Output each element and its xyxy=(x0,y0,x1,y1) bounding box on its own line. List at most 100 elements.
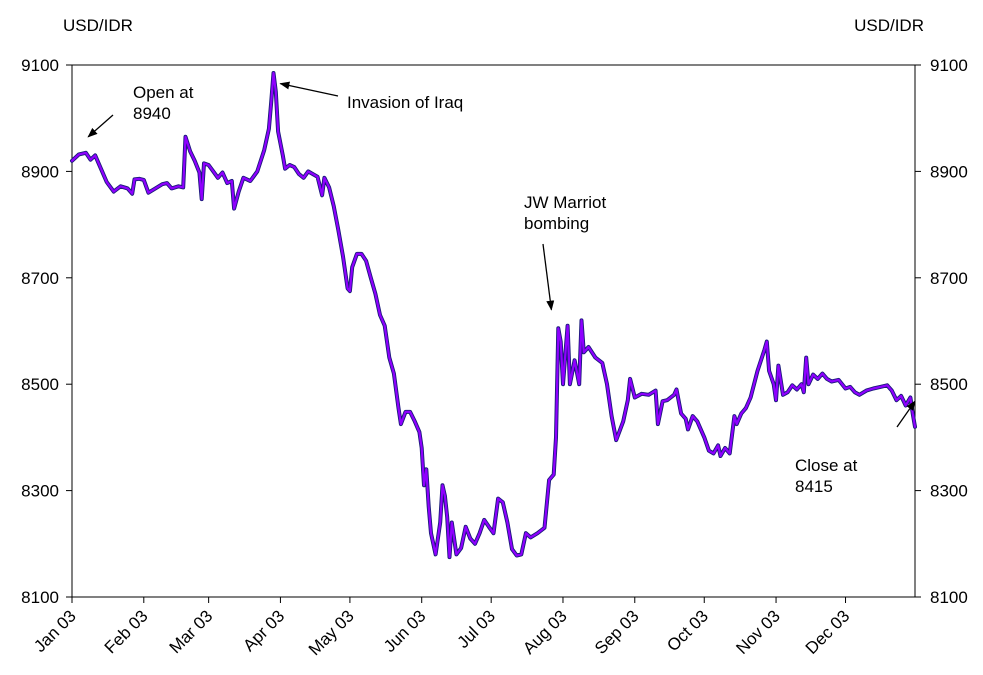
data-point xyxy=(905,404,907,407)
x-axis: Jan 03 Feb 03 Mar 03 Apr 03 May 03 Jun 03 Jul … xyxy=(30,597,853,659)
data-point xyxy=(356,253,358,255)
data-point xyxy=(423,484,425,486)
x-tick-label: Oct 03 xyxy=(663,606,712,655)
data-point xyxy=(384,325,386,327)
data-point xyxy=(782,394,784,396)
data-point xyxy=(627,399,629,401)
x-tick-label: Jul 03 xyxy=(453,606,499,652)
data-point xyxy=(629,378,631,380)
annotation-arrow xyxy=(896,400,916,428)
annotation-arrow xyxy=(87,114,114,138)
data-point xyxy=(78,153,80,155)
data-point xyxy=(736,423,738,425)
data-point xyxy=(161,183,163,185)
data-point xyxy=(622,420,624,422)
data-point xyxy=(94,154,96,156)
annotation-invasion: Invasion of Iraq xyxy=(279,81,463,112)
data-point xyxy=(404,411,407,413)
data-point xyxy=(444,495,446,497)
data-point xyxy=(657,423,659,425)
data-point xyxy=(89,159,92,161)
data-point xyxy=(71,160,73,162)
annotation-open: Open at 8940 xyxy=(87,83,194,138)
data-point xyxy=(263,149,265,151)
data-point xyxy=(194,160,196,162)
data-point xyxy=(844,387,847,390)
data-point xyxy=(914,426,916,428)
data-point xyxy=(277,130,279,133)
data-point xyxy=(719,455,722,457)
data-point xyxy=(198,171,200,174)
data-point xyxy=(312,173,314,175)
annotations: Open at 8940 Invasion of Iraq JW Marriot bom… xyxy=(87,81,916,496)
data-point xyxy=(578,383,580,385)
data-point xyxy=(675,388,678,391)
data-point xyxy=(469,537,471,540)
data-point xyxy=(212,170,214,172)
data-point xyxy=(182,186,184,188)
data-point xyxy=(386,341,388,343)
data-point xyxy=(460,547,462,549)
right-y-tick-label: 8100 xyxy=(930,588,968,607)
data-point xyxy=(601,362,603,364)
data-point xyxy=(171,187,173,189)
data-point xyxy=(428,506,430,508)
data-point xyxy=(634,396,636,399)
data-point xyxy=(203,162,205,164)
series-line xyxy=(70,71,917,559)
x-tick-label: Jun 03 xyxy=(380,606,430,656)
data-point xyxy=(127,187,129,189)
data-point xyxy=(865,390,868,392)
data-point xyxy=(154,187,156,189)
right-y-tick-label: 8900 xyxy=(930,162,968,181)
right-y-axis: 8100 8300 8500 8700 8900 9100 xyxy=(915,56,968,607)
annotation-jw-marriott: JW Marriot bombing xyxy=(524,193,606,311)
data-point xyxy=(745,407,747,409)
data-point xyxy=(615,439,617,441)
data-point xyxy=(516,554,518,557)
data-point xyxy=(796,388,798,391)
data-point xyxy=(226,182,228,184)
data-point xyxy=(189,150,191,152)
data-point xyxy=(583,351,585,353)
data-point xyxy=(800,383,803,385)
right-y-tick-label: 8500 xyxy=(930,375,968,394)
data-point xyxy=(388,357,390,359)
data-point xyxy=(233,208,235,210)
plot-area-border xyxy=(71,64,916,598)
data-point xyxy=(293,166,295,168)
data-point xyxy=(347,287,349,289)
data-point xyxy=(831,380,833,383)
x-tick-label: Nov 03 xyxy=(732,606,784,658)
data-point xyxy=(333,205,335,207)
data-point xyxy=(641,393,643,395)
annotation-text: bombing xyxy=(524,214,589,233)
data-point xyxy=(446,516,448,518)
data-point xyxy=(455,553,457,556)
data-point xyxy=(268,128,270,130)
data-point xyxy=(374,293,376,295)
data-point xyxy=(826,378,828,380)
data-point xyxy=(756,370,759,372)
data-point xyxy=(912,412,914,415)
annotation-text: Open at xyxy=(133,83,194,102)
data-point xyxy=(133,178,136,180)
data-point xyxy=(409,411,411,413)
data-point xyxy=(803,391,805,393)
data-point xyxy=(143,179,145,181)
left-y-tick-label: 8700 xyxy=(21,269,59,288)
data-point xyxy=(858,394,861,396)
annotation-arrow xyxy=(279,81,339,97)
data-point xyxy=(328,186,330,188)
data-point xyxy=(712,452,715,454)
data-point xyxy=(849,386,851,388)
data-point xyxy=(587,346,590,348)
data-point xyxy=(553,474,555,476)
annotation-text: Close at xyxy=(795,456,858,475)
data-point xyxy=(729,452,731,454)
data-point xyxy=(497,498,499,500)
data-point xyxy=(703,436,705,438)
data-point xyxy=(511,548,513,550)
annotation-close: Close at 8415 xyxy=(795,400,916,496)
data-point xyxy=(821,373,824,375)
